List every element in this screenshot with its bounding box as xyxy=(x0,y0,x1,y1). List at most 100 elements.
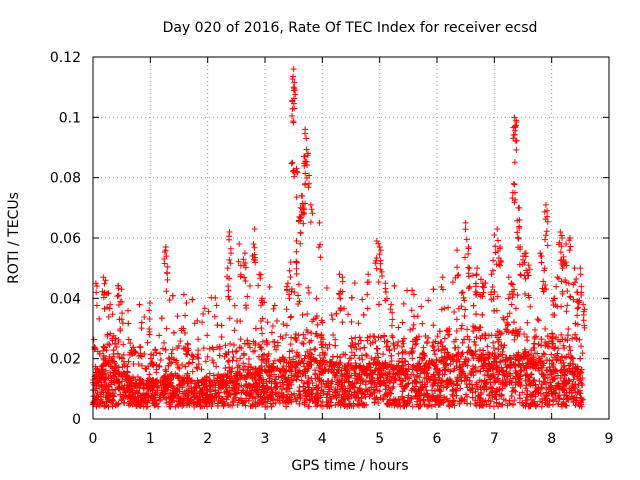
data-point xyxy=(511,181,518,188)
data-point xyxy=(428,373,435,380)
data-point xyxy=(293,353,300,360)
data-point xyxy=(137,344,144,351)
data-point xyxy=(263,378,270,385)
data-point xyxy=(465,344,472,351)
data-point xyxy=(308,337,315,344)
data-point xyxy=(108,379,115,386)
data-point xyxy=(210,346,217,353)
data-point xyxy=(376,244,383,251)
data-point xyxy=(391,282,398,289)
data-point xyxy=(162,366,169,373)
data-point xyxy=(125,336,132,343)
data-point xyxy=(206,370,213,377)
data-point xyxy=(320,357,327,364)
data-point xyxy=(366,360,373,367)
data-point xyxy=(494,293,501,300)
y-tick-label: 0 xyxy=(72,412,81,428)
data-point xyxy=(213,302,220,309)
data-point xyxy=(399,388,406,395)
data-point xyxy=(120,341,127,348)
data-point xyxy=(306,396,313,403)
data-point xyxy=(497,331,504,338)
data-point xyxy=(272,376,279,383)
data-point xyxy=(450,387,457,394)
data-point xyxy=(494,328,501,335)
data-point xyxy=(199,397,206,404)
data-point xyxy=(485,397,492,404)
data-point xyxy=(300,383,307,390)
data-point xyxy=(273,317,280,324)
data-point xyxy=(293,376,300,383)
data-point xyxy=(455,271,462,278)
data-point xyxy=(415,403,422,410)
data-point xyxy=(314,373,321,380)
data-point xyxy=(339,278,346,285)
data-point xyxy=(189,368,196,375)
data-point xyxy=(568,355,575,362)
data-point xyxy=(302,130,309,137)
data-point xyxy=(471,338,478,345)
data-point xyxy=(400,385,407,392)
data-point xyxy=(512,327,519,334)
data-point xyxy=(280,363,287,370)
data-point xyxy=(149,359,156,366)
data-point xyxy=(233,348,240,355)
data-point xyxy=(226,364,233,371)
data-point xyxy=(247,282,253,289)
data-point xyxy=(445,378,452,385)
data-point xyxy=(200,310,207,317)
data-point xyxy=(138,319,145,326)
data-point xyxy=(368,355,375,362)
data-point xyxy=(295,352,302,359)
data-point xyxy=(136,384,143,391)
data-point xyxy=(544,374,551,381)
data-point xyxy=(381,338,388,345)
data-point xyxy=(104,341,111,348)
data-point xyxy=(245,366,252,373)
data-point xyxy=(410,291,417,298)
data-point xyxy=(275,373,282,380)
data-point xyxy=(430,392,437,399)
data-point xyxy=(533,402,540,409)
data-point xyxy=(543,366,550,373)
data-point xyxy=(291,173,298,180)
data-point xyxy=(92,280,99,287)
data-point xyxy=(185,395,192,402)
data-point xyxy=(159,345,166,352)
data-point xyxy=(517,368,524,375)
data-point xyxy=(281,367,288,374)
data-point xyxy=(567,347,574,354)
data-point xyxy=(552,390,559,397)
data-point xyxy=(144,403,151,410)
data-point xyxy=(462,356,469,363)
data-point xyxy=(242,390,249,397)
data-point xyxy=(280,371,287,378)
data-point xyxy=(208,294,215,301)
data-point xyxy=(499,385,506,392)
data-point xyxy=(516,204,523,211)
data-point xyxy=(146,307,153,314)
data-point xyxy=(293,270,300,277)
data-point xyxy=(141,314,148,321)
data-point xyxy=(320,336,327,343)
data-point xyxy=(496,386,503,393)
data-point xyxy=(419,378,426,385)
data-point xyxy=(237,355,244,362)
data-point xyxy=(129,389,136,396)
data-point xyxy=(169,346,176,353)
data-point xyxy=(381,332,388,339)
data-point xyxy=(291,289,298,296)
data-point xyxy=(309,210,316,217)
data-point xyxy=(574,373,581,380)
data-point xyxy=(507,355,514,362)
data-point xyxy=(258,367,265,374)
data-point xyxy=(163,399,170,406)
data-point xyxy=(188,385,195,392)
data-point xyxy=(430,322,437,329)
data-point xyxy=(298,339,305,346)
data-point xyxy=(524,396,531,403)
data-point xyxy=(382,391,389,398)
data-point xyxy=(334,392,341,399)
data-point xyxy=(292,370,299,377)
data-point xyxy=(503,376,510,383)
